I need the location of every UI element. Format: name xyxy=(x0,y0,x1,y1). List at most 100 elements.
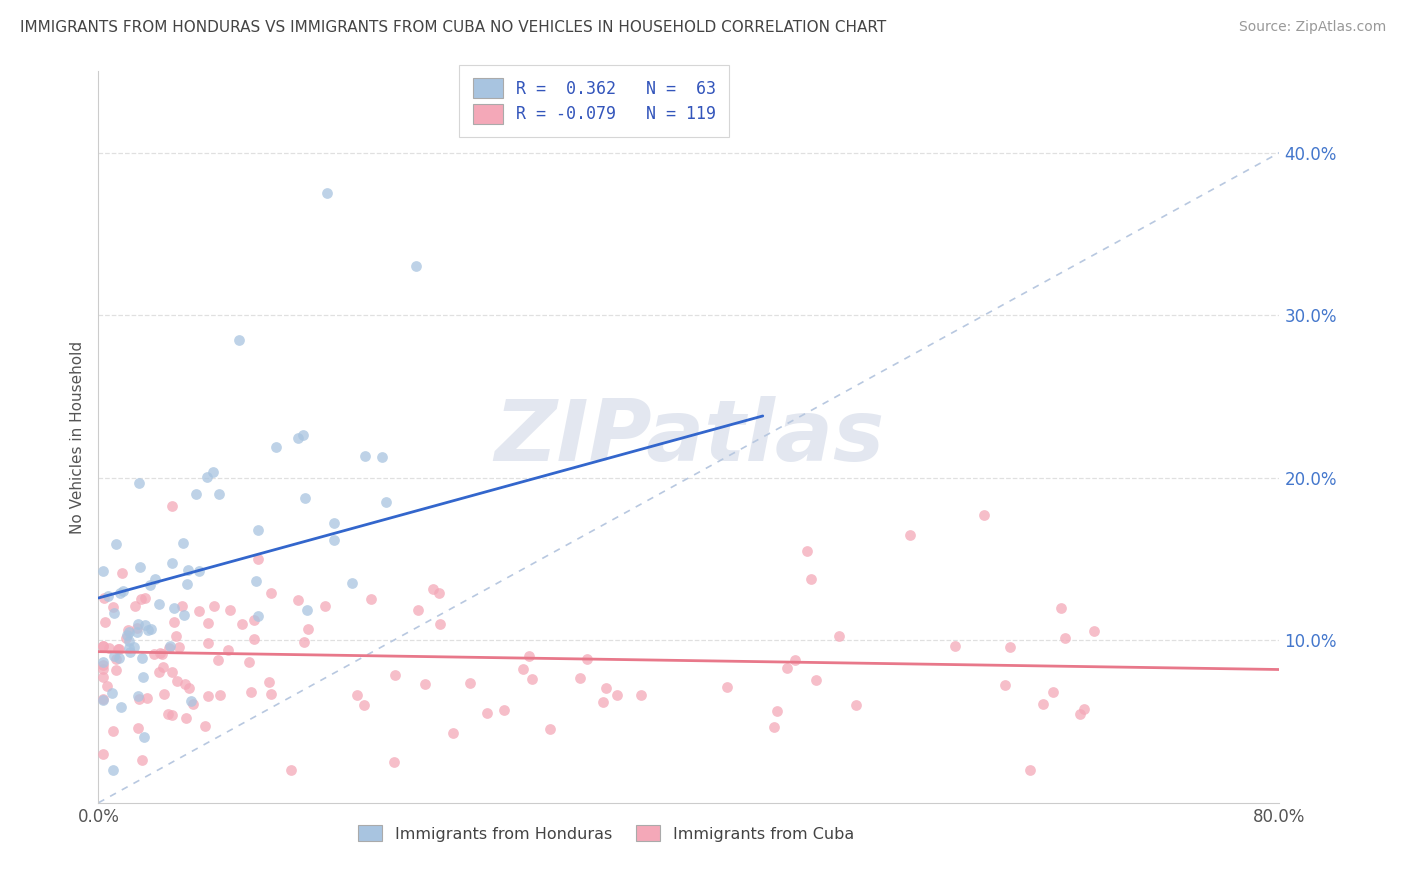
Point xyxy=(180,694,202,708)
Point xyxy=(177,681,200,696)
Point xyxy=(127,616,149,631)
Point xyxy=(141,622,163,636)
Point xyxy=(124,599,146,613)
Point xyxy=(292,634,315,648)
Point xyxy=(103,764,125,778)
Point xyxy=(1073,702,1095,716)
Point xyxy=(139,578,162,592)
Point xyxy=(160,500,183,514)
Point xyxy=(172,535,194,549)
Point xyxy=(1069,707,1091,722)
Y-axis label: No Vehicles in Household: No Vehicles in Household xyxy=(69,341,84,533)
Point xyxy=(998,640,1021,655)
Point xyxy=(538,723,561,737)
Point xyxy=(208,487,231,501)
Text: Source: ZipAtlas.com: Source: ZipAtlas.com xyxy=(1239,20,1386,34)
Point xyxy=(427,586,450,600)
Point xyxy=(174,711,197,725)
Point xyxy=(132,670,155,684)
Point xyxy=(360,592,382,607)
Point xyxy=(201,465,224,479)
Point xyxy=(118,625,141,640)
Point xyxy=(517,648,540,663)
Point xyxy=(104,652,127,666)
Point xyxy=(280,764,302,778)
Point xyxy=(297,622,319,636)
Point xyxy=(167,640,190,654)
Point xyxy=(117,627,139,641)
Point xyxy=(181,697,204,711)
Point xyxy=(159,639,181,653)
Point xyxy=(134,731,156,745)
Point xyxy=(134,618,156,632)
Point xyxy=(408,603,430,617)
Point xyxy=(91,692,114,706)
Point xyxy=(187,604,209,618)
Legend: Immigrants from Honduras, Immigrants from Cuba: Immigrants from Honduras, Immigrants fro… xyxy=(350,817,862,850)
Point xyxy=(323,516,346,530)
Point xyxy=(176,577,198,591)
Point xyxy=(1042,685,1064,699)
Point xyxy=(202,599,225,613)
Point xyxy=(104,537,127,551)
Point xyxy=(900,527,922,541)
Point xyxy=(218,603,240,617)
Point xyxy=(127,689,149,703)
Point xyxy=(783,653,806,667)
Point xyxy=(108,641,131,656)
Point xyxy=(231,617,253,632)
Point xyxy=(353,698,375,712)
Point xyxy=(135,691,157,706)
Point xyxy=(994,678,1017,692)
Point xyxy=(117,623,139,637)
Point xyxy=(195,470,218,484)
Point xyxy=(127,721,149,735)
Point xyxy=(1050,601,1073,615)
Point xyxy=(128,692,150,706)
Point xyxy=(371,450,394,464)
Point xyxy=(1083,624,1105,638)
Point xyxy=(118,640,141,655)
Point xyxy=(260,687,283,701)
Point xyxy=(170,599,193,614)
Point xyxy=(131,650,153,665)
Point xyxy=(91,639,114,653)
Point xyxy=(630,688,652,702)
Point xyxy=(184,487,207,501)
Point xyxy=(475,706,498,721)
Point xyxy=(91,655,114,669)
Point xyxy=(828,629,851,643)
Point xyxy=(1053,631,1076,645)
Point xyxy=(112,583,135,598)
Point xyxy=(148,597,170,611)
Point xyxy=(973,508,995,522)
Point xyxy=(287,431,309,445)
Point xyxy=(217,643,239,657)
Point xyxy=(115,631,138,645)
Point xyxy=(245,574,267,589)
Point xyxy=(96,680,118,694)
Point xyxy=(243,632,266,647)
Point xyxy=(152,687,174,701)
Text: ZIPatlas: ZIPatlas xyxy=(494,395,884,479)
Point xyxy=(134,591,156,605)
Point xyxy=(103,606,125,620)
Point xyxy=(228,333,250,347)
Point xyxy=(120,645,142,659)
Point xyxy=(129,592,152,607)
Point xyxy=(292,428,315,442)
Point xyxy=(173,607,195,622)
Point xyxy=(766,704,789,718)
Point xyxy=(197,636,219,650)
Point xyxy=(100,686,122,700)
Point xyxy=(94,615,117,629)
Point xyxy=(174,677,197,691)
Point xyxy=(97,589,120,603)
Point xyxy=(108,650,131,665)
Point xyxy=(322,533,344,548)
Point xyxy=(346,689,368,703)
Point xyxy=(520,673,543,687)
Point xyxy=(156,707,179,722)
Point xyxy=(93,591,115,605)
Point xyxy=(264,440,287,454)
